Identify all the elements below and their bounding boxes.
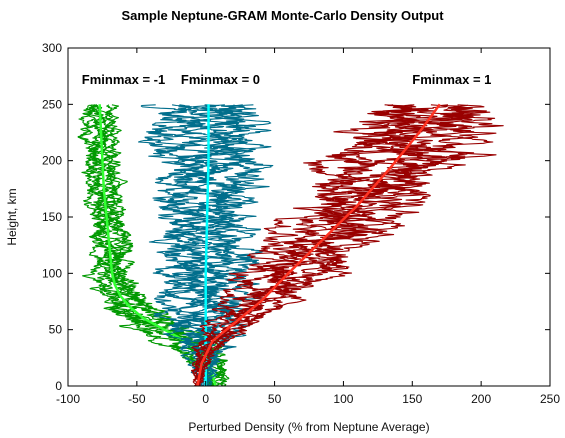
- series-1-mean-line: [204, 104, 210, 386]
- annotation-0: Fminmax = -1: [82, 72, 165, 87]
- x-tick-label: 150: [402, 392, 422, 406]
- y-tick-label: 100: [42, 266, 62, 280]
- series-2-mean-line: [196, 103, 441, 387]
- x-tick-label: 50: [268, 392, 282, 406]
- x-tick-label: -50: [128, 392, 146, 406]
- y-tick-label: 50: [49, 323, 63, 337]
- series-2-trace-2: [194, 104, 463, 387]
- series-2-trace-6: [198, 104, 497, 387]
- annotation-layer: Fminmax = -1 Fminmax = 0 Fminmax = 1: [82, 72, 492, 87]
- series-2-trace-5: [197, 104, 491, 387]
- y-tick-label: 0: [55, 379, 62, 393]
- annotation-1: Fminmax = 0: [181, 72, 260, 87]
- series-0-trace-1: [78, 104, 216, 387]
- x-tick-label: -100: [56, 392, 80, 406]
- y-tick-label: 150: [42, 210, 62, 224]
- x-tick-label: 250: [540, 392, 560, 406]
- plot-frame: [67, 47, 551, 387]
- x-tick-label: 100: [333, 392, 353, 406]
- x-tick-label: 200: [471, 392, 491, 406]
- y-tick-label: 300: [42, 41, 62, 55]
- x-tick-label: 0: [202, 392, 209, 406]
- axis-layer: -100 -50 0 50 100 150 200 250 0 50 100 150 200 250 300: [42, 41, 560, 406]
- series-2: [190, 103, 504, 387]
- chart-title: Sample Neptune-GRAM Monte-Carlo Density …: [121, 8, 444, 23]
- data-layer: [77, 103, 504, 387]
- y-tick-label: 250: [42, 97, 62, 111]
- series-0-trace-2: [83, 104, 215, 387]
- annotation-2: Fminmax = 1: [412, 72, 491, 87]
- x-axis-label: Perturbed Density (% from Neptune Averag…: [188, 420, 430, 434]
- y-tick-label: 200: [42, 154, 62, 168]
- series-2-trace-7: [198, 104, 504, 387]
- series-1-trace-1: [146, 104, 218, 387]
